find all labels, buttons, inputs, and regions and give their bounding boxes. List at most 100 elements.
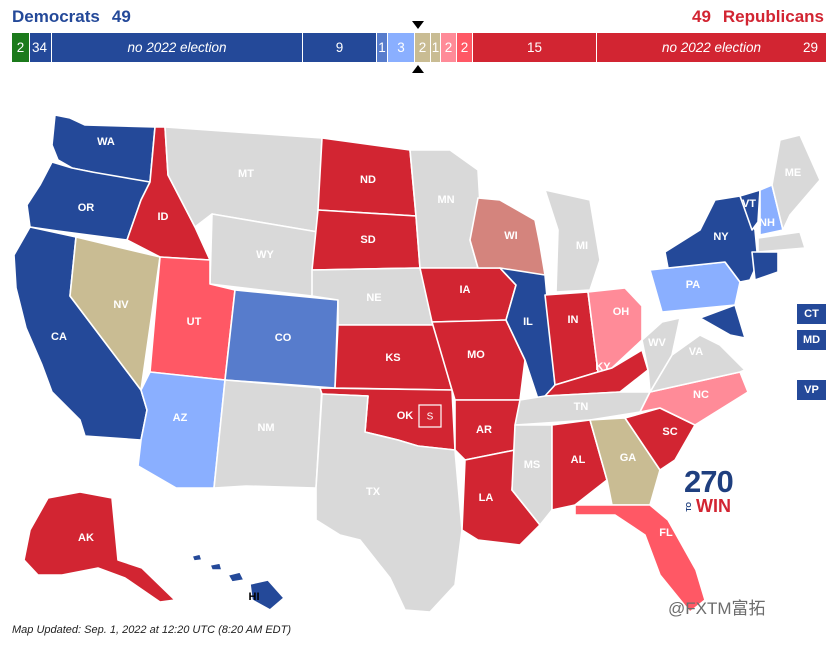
state-label-wi: WI (504, 230, 517, 242)
state-label-il: IL (523, 316, 533, 328)
seat-segment-label: 1 (431, 40, 440, 55)
seat-segment-8: 2 (441, 33, 457, 62)
seat-segment-11: no 2022 election 29 (597, 33, 826, 62)
state-label-or: OR (78, 202, 95, 214)
special-election-box (418, 404, 442, 428)
state-label-va: VA (689, 346, 704, 358)
seat-segment-right-label: 29 (802, 40, 818, 55)
state-ak[interactable] (23, 491, 176, 603)
270towin-logo: 270 TO WIN (684, 466, 740, 518)
state-label-ca: CA (51, 331, 67, 343)
seat-segment-5: 3 (388, 33, 415, 62)
state-label-ia: IA (460, 284, 471, 296)
seat-segment-label: 3 (397, 40, 405, 55)
democrats-header: Democrats 49 (12, 7, 131, 27)
seat-segment-4: 1 (377, 33, 388, 62)
seat-segment-7: 1 (431, 33, 441, 62)
seat-segment-label: 1 (378, 40, 386, 55)
state-hi[interactable] (191, 553, 285, 611)
side-box-ct[interactable]: CT (797, 304, 826, 324)
state-al[interactable] (551, 419, 608, 511)
majority-marker-bottom-icon (412, 65, 424, 73)
republicans-label: Republicans (722, 7, 824, 26)
seat-segment-label: no 2022 election (661, 40, 762, 55)
state-md[interactable] (699, 304, 746, 339)
seat-segment-9: 2 (457, 33, 473, 62)
state-label-mo: MO (467, 349, 485, 361)
state-label-ms: MS (524, 459, 541, 471)
state-label-nd: ND (360, 174, 376, 186)
side-box-vp[interactable]: VP (797, 380, 826, 400)
state-label-nh: NH (759, 217, 775, 229)
republicans-seat-count: 49 (691, 7, 711, 26)
state-label-me: ME (785, 167, 802, 179)
seat-segment-label: 2 (460, 40, 469, 55)
seat-segment-3: 9 (303, 33, 377, 62)
seat-segment-label: no 2022 election (127, 40, 227, 55)
state-label-tx: TX (366, 486, 381, 498)
state-fl[interactable] (574, 504, 706, 613)
seat-segment-label: 2 (418, 40, 427, 55)
state-label-az: AZ (173, 412, 188, 424)
state-il[interactable] (499, 267, 556, 406)
state-ma[interactable] (757, 231, 806, 253)
seat-segment-label: 2 (444, 40, 453, 55)
state-label-nm: NM (257, 422, 274, 434)
state-vt[interactable] (739, 189, 761, 231)
state-ms[interactable] (511, 424, 553, 526)
state-label-hi: HI (249, 591, 260, 603)
state-label-ks: KS (385, 352, 400, 364)
seat-segment-label: 34 (32, 40, 48, 55)
state-nm[interactable] (213, 379, 323, 489)
seat-segment-0: 2 (12, 33, 30, 62)
state-label-id: ID (158, 211, 169, 223)
state-label-co: CO (275, 332, 292, 344)
state-label-nc: NC (693, 389, 709, 401)
state-mi[interactable] (544, 189, 601, 293)
state-label-la: LA (479, 492, 494, 504)
state-label-wv: WV (648, 337, 666, 349)
state-label-nv: NV (113, 299, 129, 311)
seat-segment-label: 2 (16, 40, 25, 55)
state-me[interactable] (771, 134, 821, 231)
democrats-seat-count: 49 (111, 7, 131, 26)
state-tx[interactable] (315, 393, 463, 613)
map-updated-footer: Map Updated: Sep. 1, 2022 at 12:20 UTC (… (12, 624, 292, 636)
seat-segment-2: no 2022 election (52, 33, 303, 62)
state-label-ar: AR (476, 424, 492, 436)
side-box-md[interactable]: MD (797, 330, 826, 350)
state-label-ky: KY (595, 361, 611, 373)
logo-number: 270 (684, 464, 734, 499)
logo-to: TO (686, 502, 693, 512)
seat-segment-1: 34 (30, 33, 52, 62)
state-label-fl: FL (659, 527, 673, 539)
state-label-mt: MT (238, 168, 254, 180)
state-label-vt: VT (742, 198, 756, 210)
logo-win: WIN (696, 496, 731, 516)
state-label-ny: NY (713, 231, 729, 243)
state-label-al: AL (571, 454, 586, 466)
special-election-marker: S (427, 412, 434, 423)
state-label-ak: AK (78, 532, 94, 544)
democrats-label: Democrats (12, 7, 100, 26)
state-wv[interactable] (641, 317, 681, 393)
state-label-mn: MN (437, 194, 454, 206)
state-az[interactable] (137, 371, 226, 489)
state-label-mi: MI (576, 240, 588, 252)
state-label-tn: TN (574, 401, 589, 413)
state-label-ok: OK (397, 410, 414, 422)
state-label-wa: WA (97, 136, 115, 148)
state-label-in: IN (568, 314, 579, 326)
state-ct[interactable] (751, 251, 779, 281)
watermark: @FXTM富拓 (668, 599, 766, 618)
seat-segment-6: 2 (415, 33, 431, 62)
state-mn[interactable] (409, 149, 481, 269)
state-label-pa: PA (686, 279, 701, 291)
republicans-header: 49 Republicans (692, 7, 824, 27)
seat-segment-label: 9 (335, 40, 344, 55)
seat-balance-bar: 2 34 no 2022 election 9 1 3 2 1 2 2 15 no 2022 elec… (12, 33, 826, 62)
seat-segment-label: 15 (526, 40, 543, 55)
seat-segment-10: 15 (473, 33, 597, 62)
state-label-wy: WY (256, 249, 274, 261)
